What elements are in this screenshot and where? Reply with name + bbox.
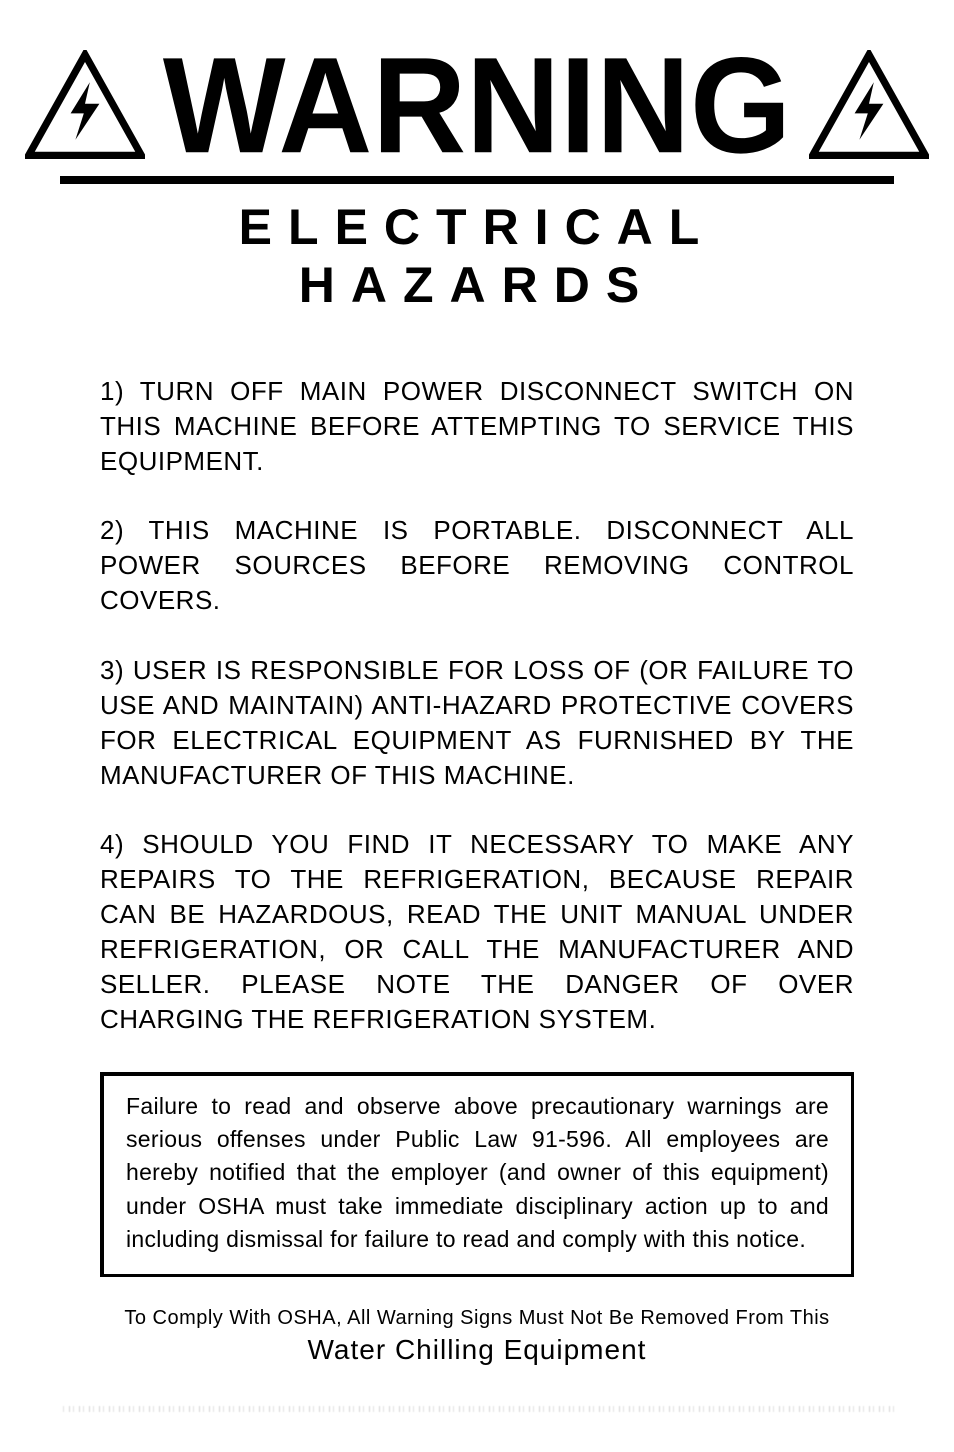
- warning-document: WARNING ELECTRICAL HAZARDS 1) TURN OFF M…: [0, 0, 954, 1452]
- footer-line-2: Water Chilling Equipment: [100, 1334, 854, 1366]
- electric-hazard-triangle-left-icon: [25, 50, 145, 160]
- subtitle: ELECTRICAL HAZARDS: [60, 198, 894, 314]
- paragraph-4: 4) SHOULD YOU FIND IT NECESSARY TO MAKE …: [100, 827, 854, 1038]
- footer-line-1: To Comply With OSHA, All Warning Signs M…: [100, 1307, 854, 1330]
- header-row: WARNING: [60, 40, 894, 170]
- paragraph-3: 3) USER IS RESPONSIBLE FOR LOSS OF (OR F…: [100, 653, 854, 793]
- osha-notice-box: Failure to read and observe above precau…: [100, 1072, 854, 1278]
- warning-title: WARNING: [163, 37, 791, 174]
- electric-hazard-triangle-right-icon: [809, 50, 929, 160]
- paragraph-1: 1) TURN OFF MAIN POWER DISCONNECT SWITCH…: [100, 374, 854, 479]
- paragraph-2: 2) THIS MACHINE IS PORTABLE. DISCONNECT …: [100, 513, 854, 618]
- header-block: WARNING: [60, 40, 894, 184]
- body: 1) TURN OFF MAIN POWER DISCONNECT SWITCH…: [60, 374, 894, 1366]
- scan-artifact-line: [60, 1406, 894, 1412]
